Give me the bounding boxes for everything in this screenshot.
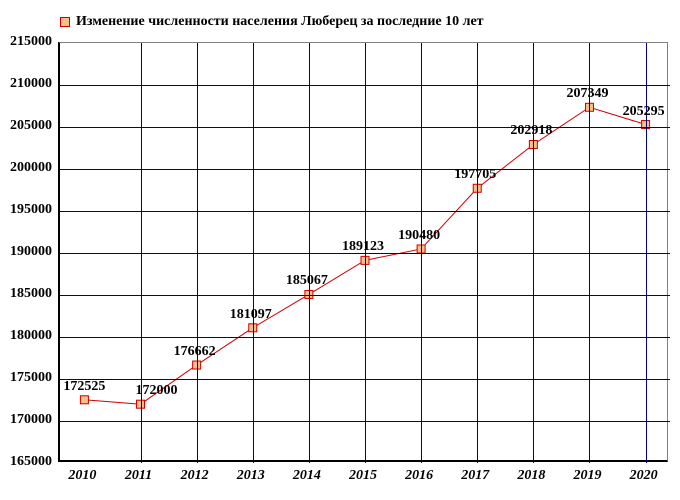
x-tick-label: 2017 [461,468,489,484]
data-point-label: 185067 [286,273,328,289]
data-point-label: 181097 [230,307,272,323]
series-marker-icon [80,396,88,404]
y-tick-label: 210000 [0,76,52,92]
x-tick-label: 2016 [405,468,433,484]
gridline-vertical [253,43,254,463]
data-point-label: 172000 [136,383,178,399]
y-tick-label: 200000 [0,160,52,176]
x-tick-label: 2015 [349,468,377,484]
y-tick-label: 170000 [0,412,52,428]
x-tick-label: 2014 [293,468,321,484]
data-point-label: 207349 [566,86,608,102]
y-tick-label: 185000 [0,286,52,302]
gridline-vertical [421,43,422,463]
y-tick-label: 190000 [0,244,52,260]
y-tick-label: 195000 [0,202,52,218]
gridline-vertical [197,43,198,463]
legend: Изменение численности населения Люберец … [60,14,484,30]
x-tick-label: 2013 [237,468,265,484]
data-point-label: 205295 [623,104,665,120]
x-tick-label: 2019 [573,468,601,484]
gridline-vertical [533,43,534,463]
data-point-label: 190480 [398,228,440,244]
legend-marker-icon [60,17,70,27]
y-tick-label: 205000 [0,118,52,134]
population-line-chart: Изменение численности населения Люберец … [0,0,680,500]
gridline-vertical [589,43,590,463]
y-tick-label: 215000 [0,34,52,50]
data-point-label: 202918 [510,123,552,139]
data-point-label: 172525 [63,379,105,395]
data-point-label: 176662 [174,344,216,360]
x-tick-label: 2020 [630,468,658,484]
x-tick-label: 2011 [125,468,152,484]
y-tick-label: 165000 [0,454,52,470]
gridline-vertical [141,43,142,463]
gridline-vertical [309,43,310,463]
x-tick-label: 2018 [517,468,545,484]
data-point-label: 197705 [454,167,496,183]
x-tick-label: 2012 [181,468,209,484]
y-tick-label: 175000 [0,370,52,386]
x-tick-label: 2010 [68,468,96,484]
legend-label: Изменение численности населения Люберец … [76,14,484,30]
gridline-vertical [477,43,478,463]
y-tick-label: 180000 [0,328,52,344]
data-point-label: 189123 [342,239,384,255]
